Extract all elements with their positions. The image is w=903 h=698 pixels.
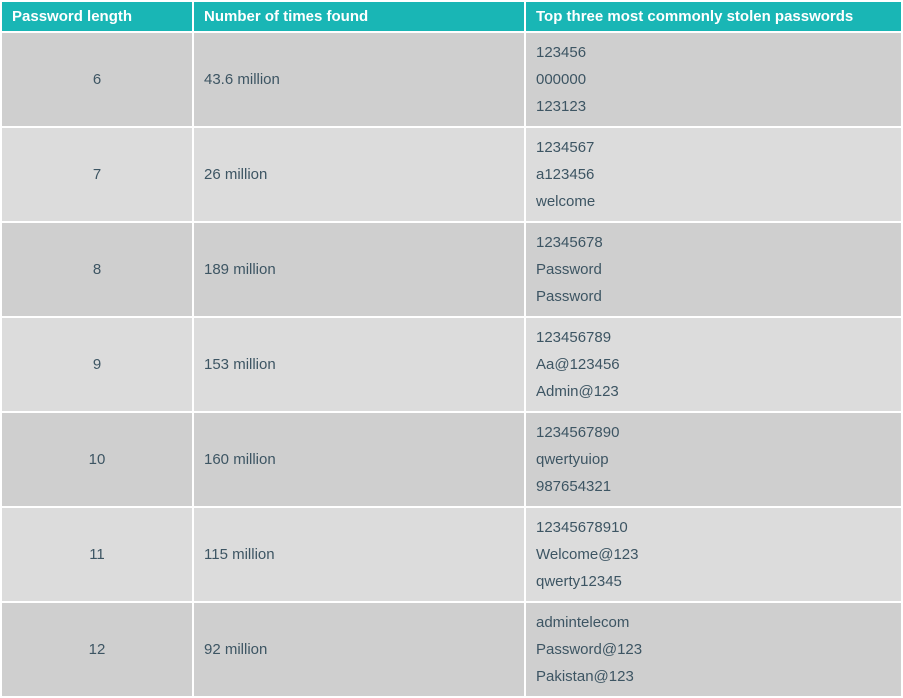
table-row: 11 115 million 12345678910 Welcome@123 q… (2, 508, 901, 601)
password-item: 123456 (536, 39, 891, 66)
password-item: Password@123 (536, 636, 891, 663)
password-stats-table: Password length Number of times found To… (0, 0, 903, 698)
cell-passwords: 123456789 Aa@123456 Admin@123 (526, 318, 901, 411)
table-row: 10 160 million 1234567890 qwertyuiop 987… (2, 413, 901, 506)
password-item: welcome (536, 188, 891, 215)
cell-count: 115 million (194, 508, 524, 601)
table-row: 8 189 million 12345678 Password Password (2, 223, 901, 316)
password-list: 123456 000000 123123 (536, 39, 891, 120)
password-item: 123123 (536, 93, 891, 120)
password-list: 1234567 a123456 welcome (536, 134, 891, 215)
password-item: Pakistan@123 (536, 663, 891, 690)
col-header-count: Number of times found (194, 2, 524, 31)
password-item: qwertyuiop (536, 446, 891, 473)
cell-count: 189 million (194, 223, 524, 316)
password-list: 123456789 Aa@123456 Admin@123 (536, 324, 891, 405)
cell-length: 11 (2, 508, 192, 601)
cell-count: 153 million (194, 318, 524, 411)
password-item: a123456 (536, 161, 891, 188)
password-item: Password (536, 256, 891, 283)
cell-count: 92 million (194, 603, 524, 696)
password-item: Password (536, 283, 891, 310)
password-item: Welcome@123 (536, 541, 891, 568)
cell-count: 160 million (194, 413, 524, 506)
cell-length: 6 (2, 33, 192, 126)
cell-passwords: 1234567890 qwertyuiop 987654321 (526, 413, 901, 506)
password-item: admintelecom (536, 609, 891, 636)
password-item: qwerty12345 (536, 568, 891, 595)
password-item: 12345678 (536, 229, 891, 256)
table-row: 12 92 million admintelecom Password@123 … (2, 603, 901, 696)
password-list: 12345678910 Welcome@123 qwerty12345 (536, 514, 891, 595)
col-header-length: Password length (2, 2, 192, 31)
col-header-passwords: Top three most commonly stolen passwords (526, 2, 901, 31)
password-item: 1234567890 (536, 419, 891, 446)
cell-length: 7 (2, 128, 192, 221)
password-list: admintelecom Password@123 Pakistan@123 (536, 609, 891, 690)
cell-length: 8 (2, 223, 192, 316)
table-header-row: Password length Number of times found To… (2, 2, 901, 31)
password-item: 123456789 (536, 324, 891, 351)
cell-passwords: 1234567 a123456 welcome (526, 128, 901, 221)
cell-passwords: 12345678 Password Password (526, 223, 901, 316)
password-list: 12345678 Password Password (536, 229, 891, 310)
cell-passwords: 12345678910 Welcome@123 qwerty12345 (526, 508, 901, 601)
cell-passwords: admintelecom Password@123 Pakistan@123 (526, 603, 901, 696)
password-item: Aa@123456 (536, 351, 891, 378)
cell-length: 10 (2, 413, 192, 506)
password-item: 12345678910 (536, 514, 891, 541)
cell-count: 43.6 million (194, 33, 524, 126)
cell-length: 12 (2, 603, 192, 696)
password-item: 000000 (536, 66, 891, 93)
cell-passwords: 123456 000000 123123 (526, 33, 901, 126)
password-item: Admin@123 (536, 378, 891, 405)
table-row: 6 43.6 million 123456 000000 123123 (2, 33, 901, 126)
cell-length: 9 (2, 318, 192, 411)
cell-count: 26 million (194, 128, 524, 221)
password-item: 1234567 (536, 134, 891, 161)
table-row: 9 153 million 123456789 Aa@123456 Admin@… (2, 318, 901, 411)
password-list: 1234567890 qwertyuiop 987654321 (536, 419, 891, 500)
table-row: 7 26 million 1234567 a123456 welcome (2, 128, 901, 221)
password-item: 987654321 (536, 473, 891, 500)
